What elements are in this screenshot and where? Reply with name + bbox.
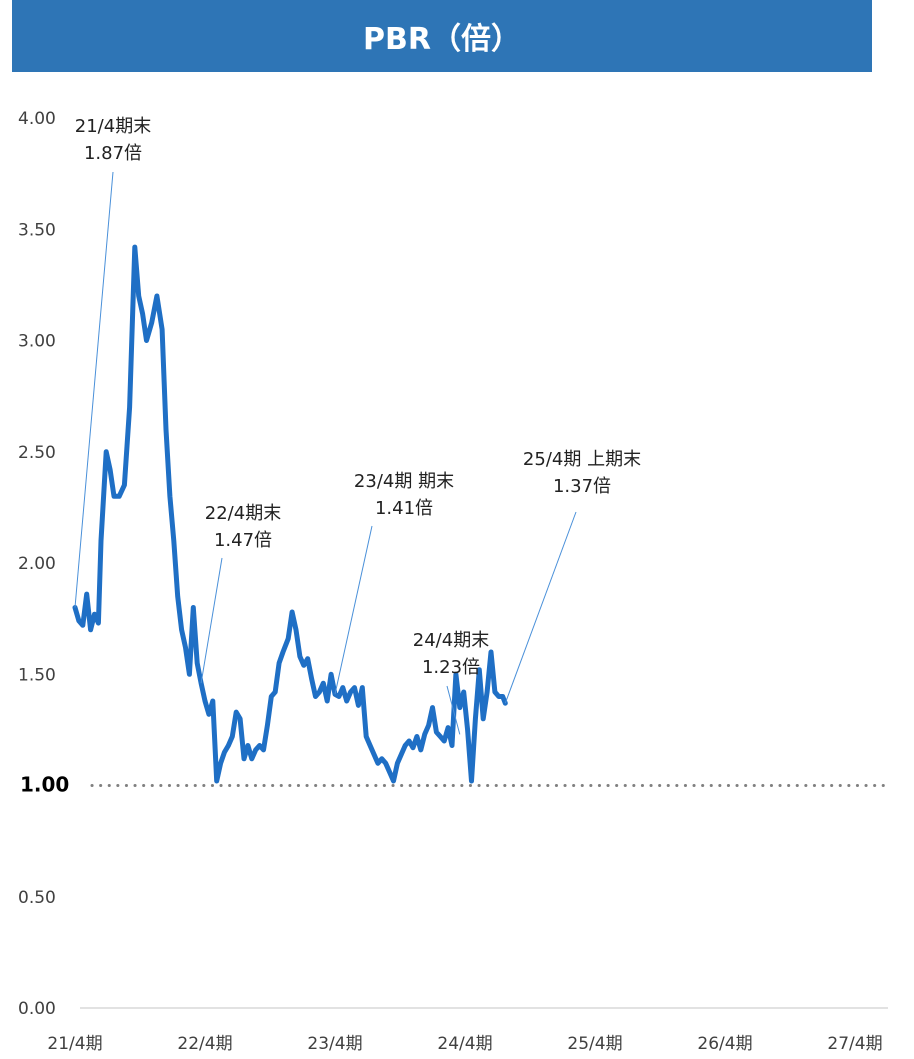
annotation-value-label: 1.37倍 — [553, 476, 611, 497]
annotation-value-label: 1.47倍 — [214, 530, 272, 551]
x-tick-label: 24/4期 — [437, 1034, 492, 1054]
annotation-period-label: 23/4期 期末 — [354, 471, 454, 492]
annotation-period-label: 21/4期末 — [75, 116, 151, 137]
annotation-value-label: 1.23倍 — [422, 657, 480, 678]
y-tick-label: 1.50 — [18, 665, 56, 685]
y-tick-label: 0.50 — [18, 888, 56, 908]
annotation-leader-line — [74, 171, 114, 608]
pbr-series-line — [72, 244, 508, 784]
series-group — [72, 244, 508, 784]
y-tick-label: 2.00 — [18, 554, 56, 574]
annotation-leader-line — [504, 511, 577, 704]
reference-line-label: 1.00 — [20, 773, 69, 797]
y-tick-label: 3.00 — [18, 332, 56, 352]
annotation-leader-line — [200, 557, 223, 684]
x-axis: 21/4期 22/4期 23/4期 24/4期 25/4期 26/4期 27/4期 — [47, 1007, 888, 1054]
annotation-period-label: 24/4期末 — [413, 630, 489, 651]
x-tick-label: 21/4期 — [47, 1034, 102, 1054]
x-tick-label: 27/4期 — [827, 1034, 882, 1054]
x-tick-label: 25/4期 — [567, 1034, 622, 1054]
annotation-value-label: 1.87倍 — [84, 143, 142, 164]
annotation-leader-line — [446, 685, 461, 735]
annotation-group: 21/4期末 1.87倍 22/4期末 1.47倍 23/4期 期末 1.41倍 24/4期… — [74, 116, 641, 735]
annotation-period-label: 22/4期末 — [205, 503, 281, 524]
y-axis: 0.00 0.50 1.00 1.50 2.00 2.50 3.00 3.50 4.00 — [18, 109, 69, 1019]
annotation-leader-line — [334, 525, 373, 695]
annotation-value-label: 1.41倍 — [375, 498, 433, 519]
y-tick-label: 3.50 — [18, 220, 56, 240]
x-tick-label: 23/4期 — [307, 1034, 362, 1054]
chart-title: PBR（倍） — [12, 0, 872, 72]
y-tick-label: 0.00 — [18, 999, 56, 1019]
x-tick-label: 22/4期 — [177, 1034, 232, 1054]
annotation-period-label: 25/4期 上期末 — [523, 449, 641, 470]
y-tick-label: 2.50 — [18, 443, 56, 463]
y-tick-label: 4.00 — [18, 109, 56, 129]
x-tick-label: 26/4期 — [697, 1034, 752, 1054]
